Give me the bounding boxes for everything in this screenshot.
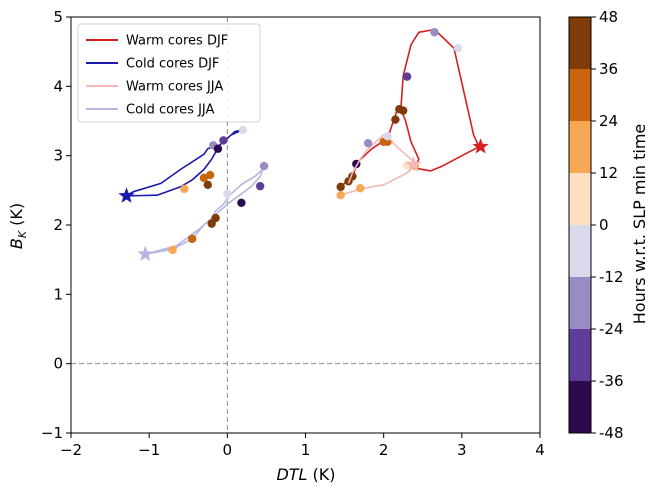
colorbar-bin bbox=[569, 173, 591, 225]
data-point bbox=[223, 189, 232, 198]
x-tick-label: 2 bbox=[379, 441, 389, 459]
colorbar-bin bbox=[569, 277, 591, 329]
y-axis-label-sub: K bbox=[16, 230, 29, 238]
x-axis-label-main: DTL bbox=[276, 465, 307, 484]
y-tick-label: 1 bbox=[53, 285, 63, 303]
data-point bbox=[255, 181, 265, 191]
legend-box bbox=[77, 23, 261, 123]
legend-label: Warm cores DJF bbox=[126, 34, 228, 49]
colorbar-bin bbox=[569, 121, 591, 173]
colorbar-tick-label: -36 bbox=[599, 372, 624, 390]
y-tick-label: 4 bbox=[53, 77, 63, 95]
colorbar-bin bbox=[569, 69, 591, 121]
series-end-star bbox=[118, 187, 135, 203]
data-point bbox=[199, 173, 209, 183]
data-point bbox=[219, 136, 228, 145]
colorbar-bin bbox=[569, 17, 591, 69]
x-axis-label: DTL (K) bbox=[276, 465, 335, 484]
colorbar: 48 36 24 12 0 -12 -24 -36 -48 bbox=[568, 8, 624, 442]
colorbar-tick-label: 36 bbox=[599, 60, 618, 78]
colorbar-bin bbox=[569, 381, 591, 433]
x-tick-label: 1 bbox=[301, 441, 311, 459]
colorbar-tick-label: 12 bbox=[599, 164, 618, 182]
y-tick-label: 0 bbox=[53, 355, 63, 373]
y-axis-label-main: B bbox=[7, 238, 26, 249]
legend-label: Cold cores DJF bbox=[126, 57, 219, 72]
data-point bbox=[237, 198, 246, 208]
data-point bbox=[168, 245, 177, 255]
x-tick-label: −2 bbox=[60, 441, 82, 459]
y-axis-label-unit: (K) bbox=[7, 203, 26, 231]
series-2 bbox=[336, 132, 422, 200]
data-point bbox=[391, 115, 400, 124]
x-tick-label: 0 bbox=[223, 441, 233, 459]
data-point bbox=[203, 180, 212, 189]
data-point bbox=[356, 184, 365, 193]
data-point bbox=[363, 138, 373, 148]
y-tick-label: −1 bbox=[41, 424, 63, 442]
series-line bbox=[340, 28, 480, 188]
data-point bbox=[213, 144, 223, 153]
data-point bbox=[336, 190, 345, 200]
plot-area bbox=[71, 17, 540, 433]
y-tick-label: 3 bbox=[53, 147, 63, 165]
colorbar-tick-label: -12 bbox=[599, 268, 624, 286]
colorbar-tick-label: 24 bbox=[599, 112, 618, 130]
data-point bbox=[453, 44, 463, 53]
x-tick-label: 3 bbox=[457, 441, 467, 459]
legend-label: Warm cores JJA bbox=[126, 80, 223, 95]
data-point bbox=[211, 213, 220, 223]
colorbar-bin bbox=[569, 329, 591, 381]
data-point bbox=[259, 161, 269, 171]
data-point bbox=[430, 28, 439, 37]
x-axis-label-unit: (K) bbox=[307, 465, 335, 484]
data-point bbox=[402, 72, 412, 81]
data-point bbox=[238, 125, 248, 135]
series-line bbox=[145, 165, 265, 255]
colorbar-tick-label: 48 bbox=[599, 8, 618, 26]
series-1 bbox=[118, 125, 248, 203]
series-3 bbox=[137, 161, 269, 261]
data-point bbox=[383, 132, 392, 141]
colorbar-tick-label: -48 bbox=[599, 424, 624, 442]
colorbar-label: Hours w.r.t. SLP min time bbox=[630, 124, 649, 325]
y-tick-label: 5 bbox=[53, 8, 63, 26]
colorbar-tick-label: 0 bbox=[599, 216, 609, 234]
data-point bbox=[205, 170, 215, 180]
data-point bbox=[187, 234, 197, 244]
colorbar-tick-label: -24 bbox=[599, 320, 624, 338]
series-line bbox=[125, 129, 244, 197]
y-tick-label: 2 bbox=[53, 216, 63, 234]
x-tick-label: 4 bbox=[535, 441, 545, 459]
series-end-star bbox=[405, 156, 422, 172]
data-point bbox=[180, 184, 189, 194]
y-axis-label: BK (K) bbox=[7, 203, 29, 249]
series-end-star bbox=[472, 138, 489, 154]
series-end-star bbox=[137, 245, 154, 261]
data-point bbox=[399, 106, 408, 115]
data-point bbox=[336, 182, 345, 192]
legend: Warm cores DJF Cold cores DJF Warm cores J… bbox=[77, 23, 261, 123]
colorbar-bin bbox=[569, 225, 591, 277]
legend-label: Cold cores JJA bbox=[126, 103, 215, 118]
x-tick-label: −1 bbox=[138, 441, 160, 459]
